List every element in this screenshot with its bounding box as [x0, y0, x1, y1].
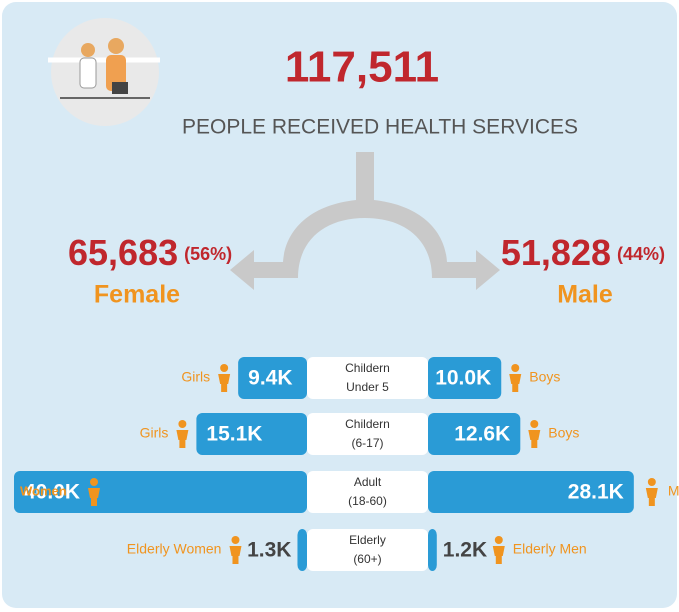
value-label: 9.4K	[248, 367, 292, 390]
value-label: 10.0K	[435, 367, 491, 390]
group-label: Boys	[529, 369, 560, 385]
value-label: 28.1K	[568, 481, 624, 504]
category-label: Childern	[345, 361, 390, 375]
group-label: Men	[668, 483, 679, 499]
value-label: 12.6K	[454, 423, 510, 446]
group-label: Women	[20, 483, 67, 498]
category-label: (60+)	[353, 552, 381, 566]
category-label: Childern	[345, 417, 390, 431]
total: 117,511	[285, 43, 439, 92]
group-label: Elderly Men	[513, 541, 587, 557]
bar	[297, 529, 307, 571]
value-label: 15.1K	[206, 423, 262, 446]
category-label: (6-17)	[351, 436, 383, 450]
group-label: Boys	[548, 425, 579, 441]
infographic: 117,511 PEOPLE RECEIVED HEALTH SERVICES …	[0, 0, 679, 612]
value-label: 1.3K	[247, 539, 291, 562]
male-label: Male	[557, 281, 613, 309]
female-label: Female	[94, 281, 180, 309]
category-label: Adult	[354, 475, 382, 489]
category-label: Elderly	[349, 533, 386, 547]
subtitle: PEOPLE RECEIVED HEALTH SERVICES	[182, 116, 578, 139]
bar	[428, 529, 437, 571]
group-label: Elderly Women	[127, 541, 222, 557]
group-label: Girls	[181, 369, 210, 385]
category-label: (18-60)	[348, 494, 387, 508]
value-label: 1.2K	[443, 539, 487, 562]
category-label: Under 5	[346, 380, 389, 394]
group-label: Girls	[140, 425, 169, 441]
